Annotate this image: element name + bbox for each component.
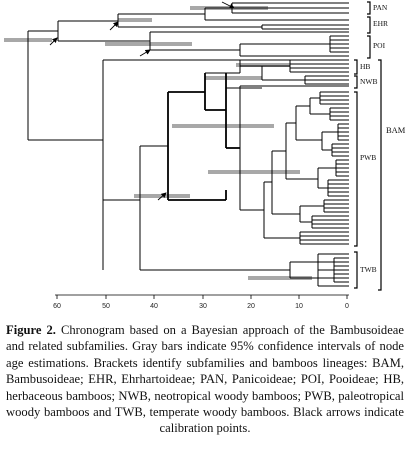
clade-label-bam: BAM (386, 125, 406, 135)
clade-label-nwb: NWB (360, 77, 378, 86)
caption-lead: Figure 2. (6, 323, 56, 337)
bracket-hb (354, 59, 358, 75)
arrow-icon (139, 49, 151, 57)
confidence-bar (205, 76, 262, 80)
clade-label-ehr: EHR (373, 19, 388, 28)
axis-tick-label: 50 (102, 303, 110, 310)
bracket-twb (354, 251, 358, 289)
confidence-bar (236, 63, 290, 67)
confidence-bar (105, 42, 192, 46)
axis-tick-label: 10 (295, 303, 303, 310)
clade-label-poi: POI (373, 41, 386, 50)
figure-caption: Figure 2. Chronogram based on a Bayesian… (6, 322, 404, 437)
confidence-bar (208, 170, 300, 174)
arrow-icon (157, 192, 167, 201)
caption-text: Chronogram based on a Bayesian approach … (6, 323, 404, 436)
clade-label-pan: PAN (373, 3, 388, 12)
clade-label-pwb: PWB (360, 153, 376, 162)
arrow-icon (109, 21, 119, 31)
calibration-arrows (49, 1, 235, 201)
tree-branches (27, 2, 349, 287)
bracket-poi (367, 35, 371, 59)
bracket-ehr (367, 16, 371, 34)
bracket-pwb (354, 91, 358, 247)
clade-brackets: PAN EHR POI HB NWB PWB TWB BAM (354, 1, 406, 291)
clade-label-twb: TWB (360, 265, 377, 274)
axis-tick-label: 30 (199, 303, 207, 310)
chronogram-figure: PAN EHR POI HB NWB PWB TWB BAM 60 50 40 … (4, 1, 406, 310)
axis-tick-label: 0 (345, 303, 349, 310)
confidence-bar (172, 124, 274, 128)
axis-tick-label: 60 (53, 303, 61, 310)
axis-tick-label: 40 (150, 303, 158, 310)
confidence-bars (4, 6, 312, 280)
confidence-bar (118, 18, 152, 22)
time-axis: 60 50 40 30 20 10 0 (53, 294, 349, 310)
clade-label-hb: HB (360, 62, 370, 71)
bracket-bam (378, 59, 382, 291)
confidence-bar (248, 276, 312, 280)
bracket-nwb (354, 75, 358, 89)
bracket-pan (367, 1, 371, 15)
chronogram-svg: PAN EHR POI HB NWB PWB TWB BAM 60 50 40 … (4, 1, 406, 310)
arrow-icon (221, 1, 235, 9)
axis-tick-label: 20 (247, 303, 255, 310)
arrow-icon (49, 37, 58, 46)
